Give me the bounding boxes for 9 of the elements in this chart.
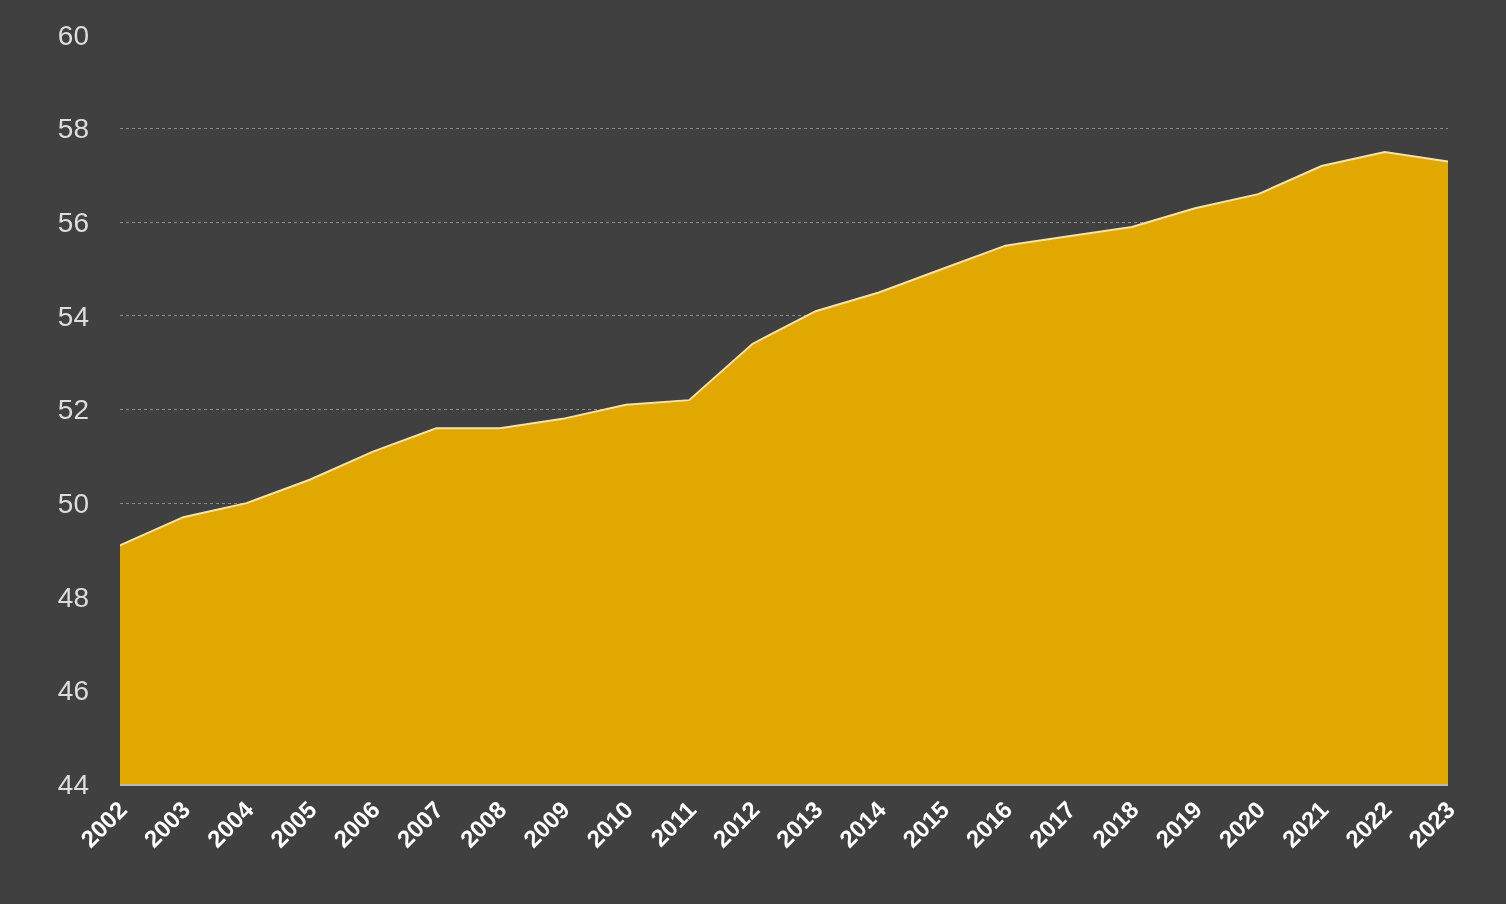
y-tick-label: 50	[57, 487, 89, 519]
y-tick-label: 58	[57, 113, 89, 145]
y-tick-label: 52	[57, 394, 89, 426]
y-tick-label: 56	[57, 207, 89, 239]
y-tick-label: 44	[57, 768, 89, 800]
y-tick-label: 54	[57, 300, 89, 332]
y-tick-label: 46	[57, 675, 89, 707]
y-tick-label: 48	[57, 581, 89, 613]
y-tick-label: 60	[57, 19, 89, 51]
